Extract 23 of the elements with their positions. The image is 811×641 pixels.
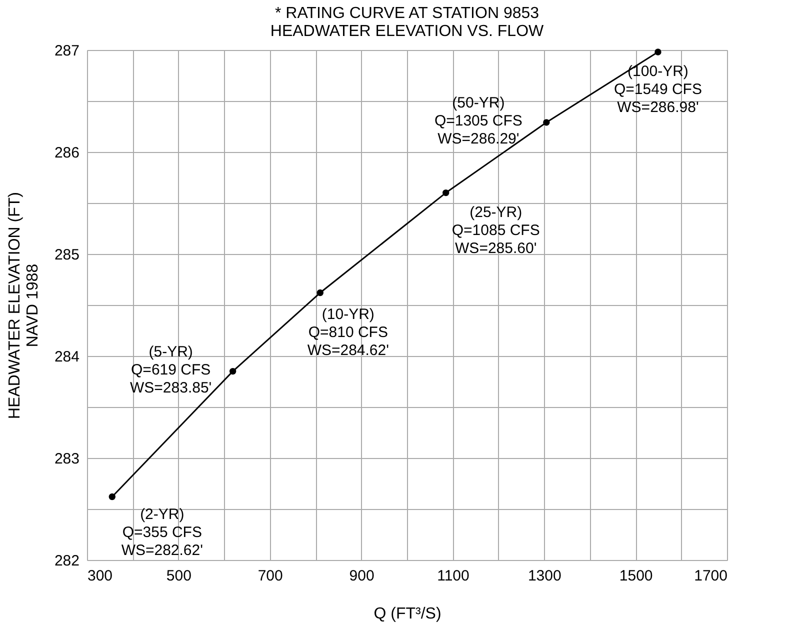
- x-axis-title: Q (FT³/S): [374, 606, 442, 622]
- y-tick-label: 284: [54, 348, 80, 366]
- y-tick-label: 282: [54, 552, 80, 570]
- annotation: (10-YR) Q=810 CFS WS=284.62': [307, 306, 390, 359]
- annotation: (25-YR) Q=1085 CFS WS=285.60': [452, 204, 540, 257]
- y-tick-label: 285: [54, 246, 80, 264]
- x-tick-label: 900: [349, 568, 374, 584]
- y-tick-label: 286: [54, 144, 80, 162]
- x-tick-label: 1100: [437, 568, 470, 584]
- x-tick-label: 500: [166, 568, 192, 584]
- y-axis-title: HEADWATER ELEVATION (FT) NAVD 1988: [6, 192, 42, 419]
- annotation: (5-YR) Q=619 CFS WS=283.85': [130, 343, 212, 396]
- y-tick-label: 287: [54, 42, 80, 60]
- x-tick-label: 1500: [619, 568, 653, 584]
- x-tick-label: 700: [258, 568, 283, 584]
- annotation: (50-YR) Q=1305 CFS WS=286.29': [434, 94, 522, 148]
- annotation: (2-YR) Q=355 CFS WS=282.62': [121, 506, 204, 559]
- y-tick-label: 283: [54, 450, 80, 468]
- x-tick-label: 1300: [528, 568, 562, 584]
- chart-title: * RATING CURVE AT STATION 9853 HEADWATER ELEVATION VS. FLOW: [270, 5, 545, 40]
- x-tick-label: 300: [88, 568, 113, 584]
- x-tick-label: 1700: [694, 568, 728, 584]
- annotation: (100-YR) Q=1549 CFS WS=286.98': [614, 63, 702, 116]
